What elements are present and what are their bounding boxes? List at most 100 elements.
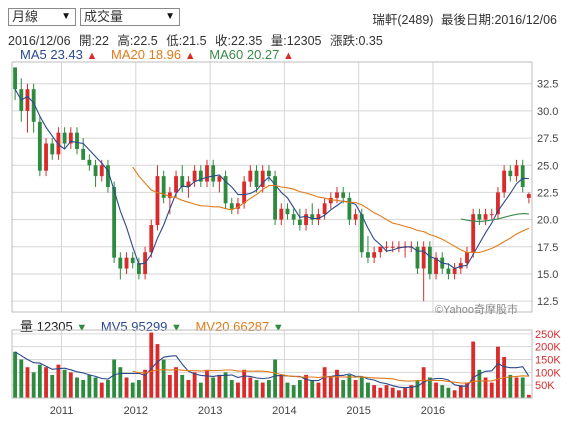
candle-body (211, 165, 216, 182)
quote-open: 開:22 (79, 34, 109, 48)
volume-bar (285, 382, 290, 398)
candle-body (434, 257, 438, 274)
candle-body (322, 203, 327, 215)
candle-body (236, 203, 240, 209)
volume-bar (291, 385, 296, 398)
volume-bar (87, 374, 92, 398)
volume-bar (25, 367, 30, 398)
volume-bar (260, 382, 265, 398)
candle-body (489, 214, 494, 216)
candle-body (446, 268, 451, 274)
candle-body (124, 257, 129, 269)
volume-bar (50, 374, 55, 398)
x-tick-label: 2016 (421, 405, 445, 417)
candle-body (25, 89, 30, 111)
legend-ma5-label: MA5 23.43 (20, 47, 83, 62)
ma5-line (14, 88, 529, 270)
period-select[interactable]: 月線 ▼ (8, 8, 76, 26)
volume-tick-label: 100K (535, 367, 561, 379)
candle-body (217, 176, 222, 182)
candle-body (136, 263, 141, 274)
volume-bar (186, 380, 191, 398)
candle-body (99, 165, 104, 177)
volume-bar (211, 377, 216, 398)
volume-bar (112, 359, 117, 398)
candle-body (161, 176, 166, 198)
up-arrow-icon: ▲ (86, 50, 98, 62)
volume-bar (174, 367, 178, 398)
period-select-value: 月線 (12, 9, 39, 24)
candle-body (75, 132, 79, 149)
volume-bar (465, 382, 469, 398)
price-tick-label: 32.5 (537, 79, 558, 91)
candle-body (508, 170, 513, 177)
quote-line: 2016/12/06 開:22 高:22.5 低:21.5 收:22.35 量:… (8, 30, 388, 49)
volume-bar (167, 374, 172, 398)
volume-bar (396, 390, 401, 398)
x-tick-label: 2012 (124, 405, 148, 417)
candles (13, 67, 531, 302)
volume-tick-label: 200K (535, 342, 561, 354)
volume-tick-label: 250K (535, 329, 561, 341)
candle-body (260, 170, 265, 187)
candle-body (304, 214, 308, 226)
candle-body (526, 194, 531, 198)
candle-body (366, 252, 370, 258)
candle-body (341, 192, 346, 198)
volume-bar (477, 369, 482, 398)
volume-bar (471, 341, 476, 398)
volume-bar (31, 372, 36, 398)
last-date-label: 最後日期: (440, 13, 495, 27)
candle-body (297, 219, 302, 226)
quote-volume: 量:12305 (270, 34, 322, 48)
candle-body (205, 165, 209, 182)
candle-body (56, 132, 61, 155)
down-arrow-icon: ▼ (272, 322, 284, 334)
stock-info: 瑞軒(2489) 最後日期:2016/12/06 (368, 9, 557, 28)
volume-bar (520, 377, 525, 398)
candle-body (87, 159, 92, 166)
candle-body (427, 246, 432, 274)
up-arrow-icon: ▲ (184, 50, 196, 62)
volume-bar (353, 380, 358, 398)
volume-bar (415, 380, 420, 398)
candle-body (452, 268, 457, 274)
x-tick-label: 2014 (272, 405, 296, 417)
indicator-select[interactable]: 成交量 ▼ (80, 8, 180, 26)
volume-tick-label: 150K (535, 355, 561, 367)
volume-bar (180, 374, 185, 398)
chevron-down-icon: ▼ (165, 11, 175, 22)
x-tick-label: 2015 (346, 405, 370, 417)
candle-body (229, 203, 234, 209)
volume-bar (229, 380, 234, 398)
candle-body (50, 143, 55, 155)
candle-body (155, 176, 160, 226)
candle-body (149, 225, 154, 253)
volume-bar (378, 387, 383, 398)
volume-bar (496, 346, 500, 398)
price-tick-label: 30.0 (537, 106, 558, 118)
quote-close: 收:22.35 (215, 34, 263, 48)
candle-body (62, 132, 67, 144)
volume-bar (254, 380, 259, 398)
candle-body (81, 148, 86, 160)
ma60-line (460, 213, 529, 223)
candle-body (13, 67, 18, 90)
price-tick-label: 12.5 (537, 296, 558, 308)
candle-body (273, 176, 278, 220)
price-legend: MA5 23.43 ▲ MA20 18.96 ▲ MA60 20.27 ▲ (20, 47, 304, 62)
volume-bar (390, 387, 395, 398)
candle-body (496, 192, 500, 215)
volume-bar (118, 367, 123, 398)
volume-bar (19, 359, 24, 398)
watermark: ©Yahoo奇摩股市 (435, 302, 518, 316)
candle-body (248, 170, 253, 182)
volume-bar (403, 387, 408, 398)
volume-bar (56, 364, 61, 398)
candle-body (514, 165, 519, 177)
candle-body (31, 89, 36, 122)
mv20-line (132, 369, 529, 384)
price-tick-label: 20.0 (537, 215, 558, 227)
candle-body (279, 208, 284, 220)
candle-body (328, 197, 333, 204)
